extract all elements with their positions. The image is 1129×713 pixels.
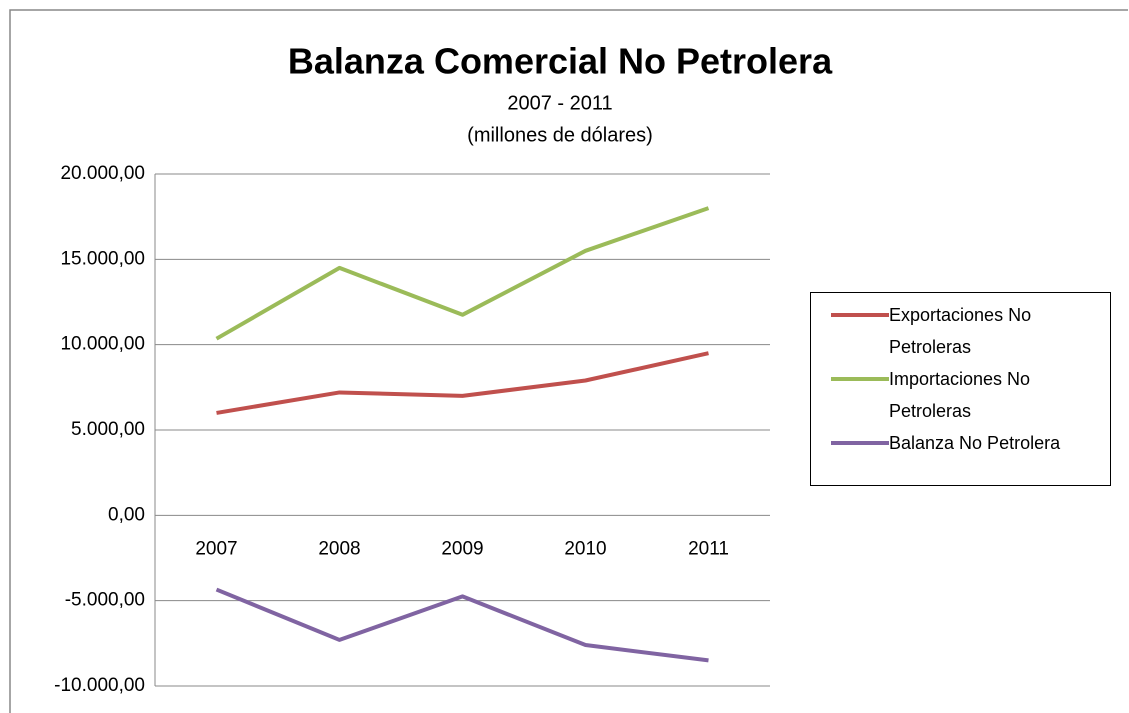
legend-label: Exportaciones No Petroleras [889, 305, 1032, 357]
legend-entry: Exportaciones No Petroleras [811, 299, 1110, 363]
legend-label: Importaciones No Petroleras [889, 369, 1031, 421]
chart-subtitle: (millones de dólares) [467, 124, 653, 146]
series-line [215, 587, 709, 663]
legend: Exportaciones No Petroleras Importaciones… [810, 292, 1111, 486]
y-tick-label: -10.000,00 [54, 675, 145, 696]
y-tick-label: 20.000,00 [60, 163, 145, 184]
legend-line [831, 313, 889, 317]
series-line [215, 206, 710, 341]
legend-entry: Balanza No Petrolera [811, 427, 1110, 459]
chart-subtitle: 2007 - 2011 [507, 92, 612, 114]
legend-line [831, 377, 889, 381]
x-tick-label: 2011 [688, 538, 729, 559]
y-tick-label: 5.000,00 [71, 419, 145, 440]
x-tick-label: 2007 [195, 538, 237, 559]
legend-label: Balanza No Petrolera [889, 433, 1061, 453]
legend-swatch [831, 427, 889, 459]
x-tick-label: 2010 [564, 538, 606, 559]
series-line [216, 351, 709, 415]
x-tick-label: 2008 [318, 538, 360, 559]
legend-swatch [831, 299, 889, 331]
legend-line [831, 441, 889, 445]
chart-border [9, 9, 1128, 713]
x-tick-label: 2009 [441, 538, 483, 559]
y-tick-label: -5.000,00 [65, 590, 145, 611]
legend-entry: Importaciones No Petroleras [811, 363, 1110, 427]
y-tick-label: 10.000,00 [60, 334, 145, 355]
y-tick-label: 0,00 [108, 504, 145, 525]
chart-title: Balanza Comercial No Petrolera [288, 41, 833, 82]
y-tick-label: 15.000,00 [60, 248, 145, 269]
legend-swatch [831, 363, 889, 395]
